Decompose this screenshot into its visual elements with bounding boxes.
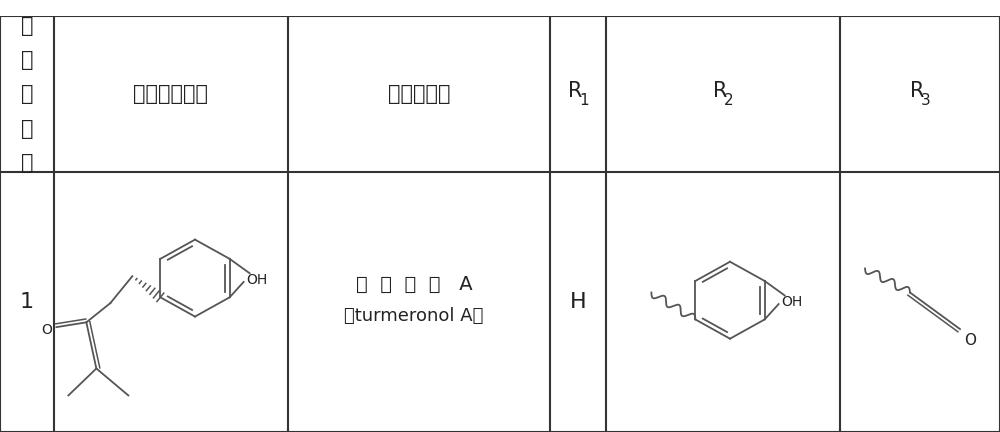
Text: 2: 2 [724, 92, 734, 108]
Text: 姜  黄  酮  醇   A: 姜 黄 酮 醇 A [356, 275, 472, 294]
Text: 化合物名称: 化合物名称 [388, 84, 450, 105]
Text: （turmeronol A）: （turmeronol A） [344, 307, 484, 324]
Text: 化
合
物
编
号: 化 合 物 编 号 [21, 16, 33, 173]
Text: 化合物结构式: 化合物结构式 [134, 84, 208, 105]
Text: OH: OH [782, 295, 803, 309]
Text: OH: OH [247, 273, 268, 287]
Text: O: O [964, 333, 976, 348]
Text: R: R [713, 82, 727, 102]
Text: 1: 1 [20, 292, 34, 312]
Text: R: R [910, 82, 924, 102]
Text: 1: 1 [579, 92, 589, 108]
Text: 3: 3 [921, 92, 931, 108]
Text: H: H [570, 292, 586, 312]
Text: O: O [41, 323, 52, 337]
Text: R: R [568, 82, 582, 102]
